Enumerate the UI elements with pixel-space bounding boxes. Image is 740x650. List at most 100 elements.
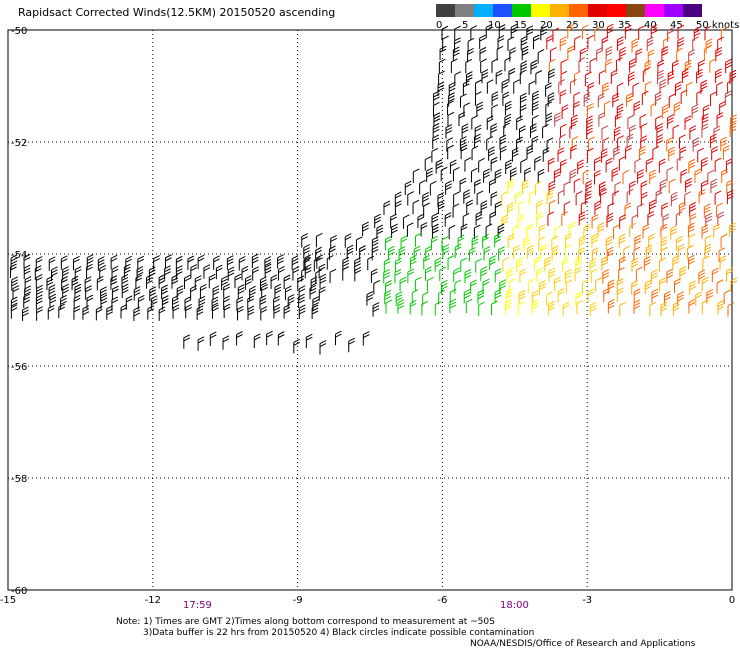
wind-barb — [530, 59, 538, 75]
wind-barb — [96, 275, 104, 291]
wind-barb — [661, 46, 669, 61]
wind-barb — [689, 280, 696, 295]
wind-barb — [677, 24, 685, 40]
wind-barb — [464, 157, 472, 172]
wind-barb — [711, 146, 718, 161]
wind-barb — [685, 81, 693, 97]
wind-barb — [227, 266, 235, 281]
wind-barb — [252, 266, 259, 281]
wind-barb — [539, 280, 546, 295]
wind-barb — [203, 264, 211, 279]
wind-barb — [667, 114, 674, 129]
wind-barb — [598, 69, 606, 85]
wind-barb — [660, 301, 668, 317]
wind-barb — [561, 257, 569, 273]
wind-barb — [576, 299, 584, 315]
wind-barb — [655, 189, 663, 204]
wind-barb — [569, 123, 577, 139]
lon-tick-label: 0 — [729, 595, 735, 606]
wind-barb — [515, 190, 522, 206]
time-label-right: 18:00 — [500, 600, 529, 611]
wind-barb — [674, 81, 682, 96]
wind-barb — [575, 190, 583, 206]
wind-barb — [158, 274, 166, 289]
wind-barb — [486, 136, 493, 151]
wind-barb — [429, 180, 437, 196]
wind-barb — [702, 255, 710, 271]
wind-barb — [725, 158, 733, 173]
wind-barb — [277, 331, 285, 346]
wind-barb — [714, 157, 722, 173]
wind-barb — [632, 82, 640, 97]
wind-barb — [710, 178, 718, 194]
wind-barb — [406, 222, 414, 237]
wind-barb — [659, 257, 666, 272]
wind-barb — [354, 266, 362, 282]
wind-barb — [397, 299, 405, 314]
wind-barb — [689, 213, 697, 228]
wind-barb — [561, 211, 568, 226]
wind-barb — [502, 257, 510, 272]
wind-barb — [597, 222, 605, 237]
wind-barb — [548, 300, 555, 316]
wind-barb — [100, 294, 108, 310]
wind-barb — [564, 268, 572, 284]
wind-barb — [540, 244, 548, 259]
colorbar-tick-label: 5 — [462, 20, 469, 31]
wind-barb — [310, 276, 318, 291]
wind-barb — [439, 45, 447, 61]
wind-barb — [565, 279, 573, 294]
wind-barb — [215, 264, 223, 280]
wind-barb — [480, 266, 488, 281]
wind-barb — [613, 145, 620, 161]
wind-barb — [486, 115, 494, 130]
wind-barb — [660, 223, 668, 239]
wind-barb — [489, 255, 496, 270]
wind-barb — [36, 306, 43, 321]
wind-barb — [700, 180, 708, 195]
wind-barb — [663, 37, 670, 52]
wind-barb — [496, 45, 504, 61]
wind-barb — [463, 102, 471, 117]
wind-barb — [693, 26, 701, 41]
wind-barb — [633, 288, 641, 303]
wind-barb — [651, 288, 659, 304]
wind-barb — [707, 169, 715, 185]
wind-barb — [551, 245, 559, 261]
wind-barb — [447, 100, 454, 116]
wind-barb — [668, 178, 676, 194]
wind-barb — [501, 214, 509, 229]
wind-barb — [100, 286, 107, 301]
wind-barb — [527, 244, 534, 260]
wind-barb — [657, 69, 664, 85]
wind-barb — [554, 112, 561, 127]
wind-barb — [236, 296, 244, 311]
wind-barb — [184, 296, 192, 311]
wind-barb — [619, 301, 626, 317]
wind-barb — [23, 253, 31, 269]
wind-barb — [371, 236, 379, 251]
wind-barb — [616, 36, 624, 51]
wind-barb — [643, 256, 651, 271]
colorbar-swatch — [474, 4, 493, 17]
wind-barb — [342, 266, 349, 281]
wind-barb — [120, 304, 128, 319]
wind-barb — [724, 90, 732, 105]
wind-barb — [412, 199, 420, 215]
wind-barb — [435, 159, 443, 174]
wind-barb — [679, 266, 687, 281]
wind-barb — [473, 224, 481, 239]
wind-barb — [688, 298, 696, 314]
wind-barb — [594, 200, 602, 215]
wind-barb — [725, 58, 732, 74]
wind-barb — [531, 100, 539, 116]
wind-barb — [705, 38, 713, 53]
wind-barb — [646, 36, 654, 51]
wind-barbs — [10, 23, 738, 355]
wind-barb — [454, 37, 461, 52]
wind-barb — [209, 331, 217, 346]
wind-barb — [60, 255, 68, 270]
wind-barb — [716, 112, 724, 127]
wind-barb — [649, 169, 656, 185]
